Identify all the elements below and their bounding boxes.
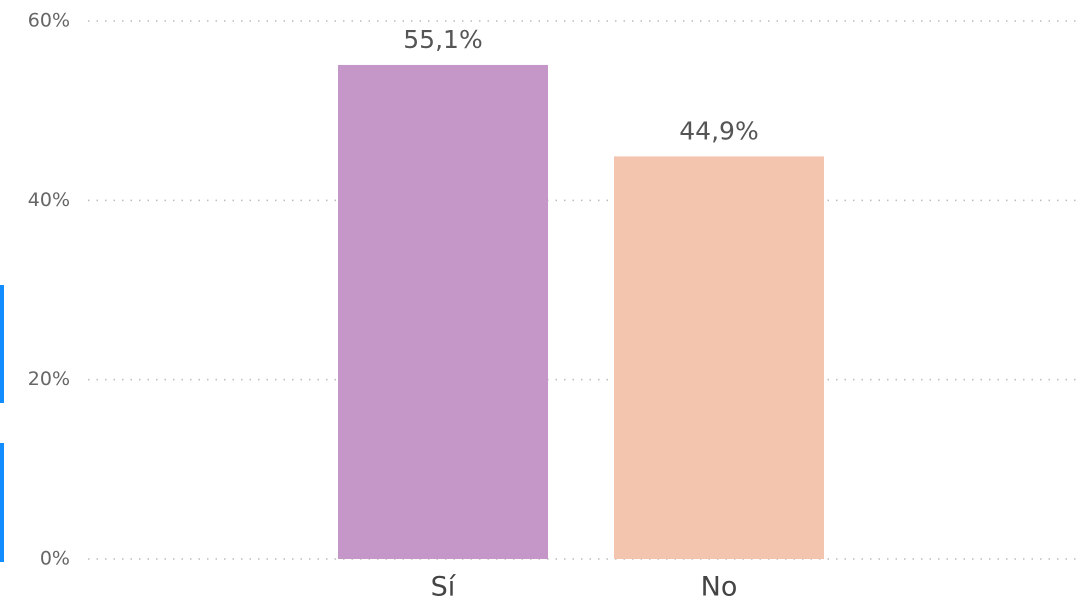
selection-indicator <box>0 285 4 403</box>
selection-indicator <box>0 443 4 562</box>
x-tick-label: No <box>701 572 738 603</box>
y-tick-label: 0% <box>40 548 70 570</box>
y-tick-label: 20% <box>28 368 70 390</box>
data-label: 44,9% <box>679 116 758 145</box>
y-tick-label: 40% <box>28 189 70 211</box>
y-tick-label: 60% <box>28 10 70 32</box>
data-label: 55,1% <box>403 25 482 54</box>
bar <box>614 156 824 559</box>
bar <box>338 64 548 559</box>
x-tick-label: Sí <box>431 572 457 603</box>
